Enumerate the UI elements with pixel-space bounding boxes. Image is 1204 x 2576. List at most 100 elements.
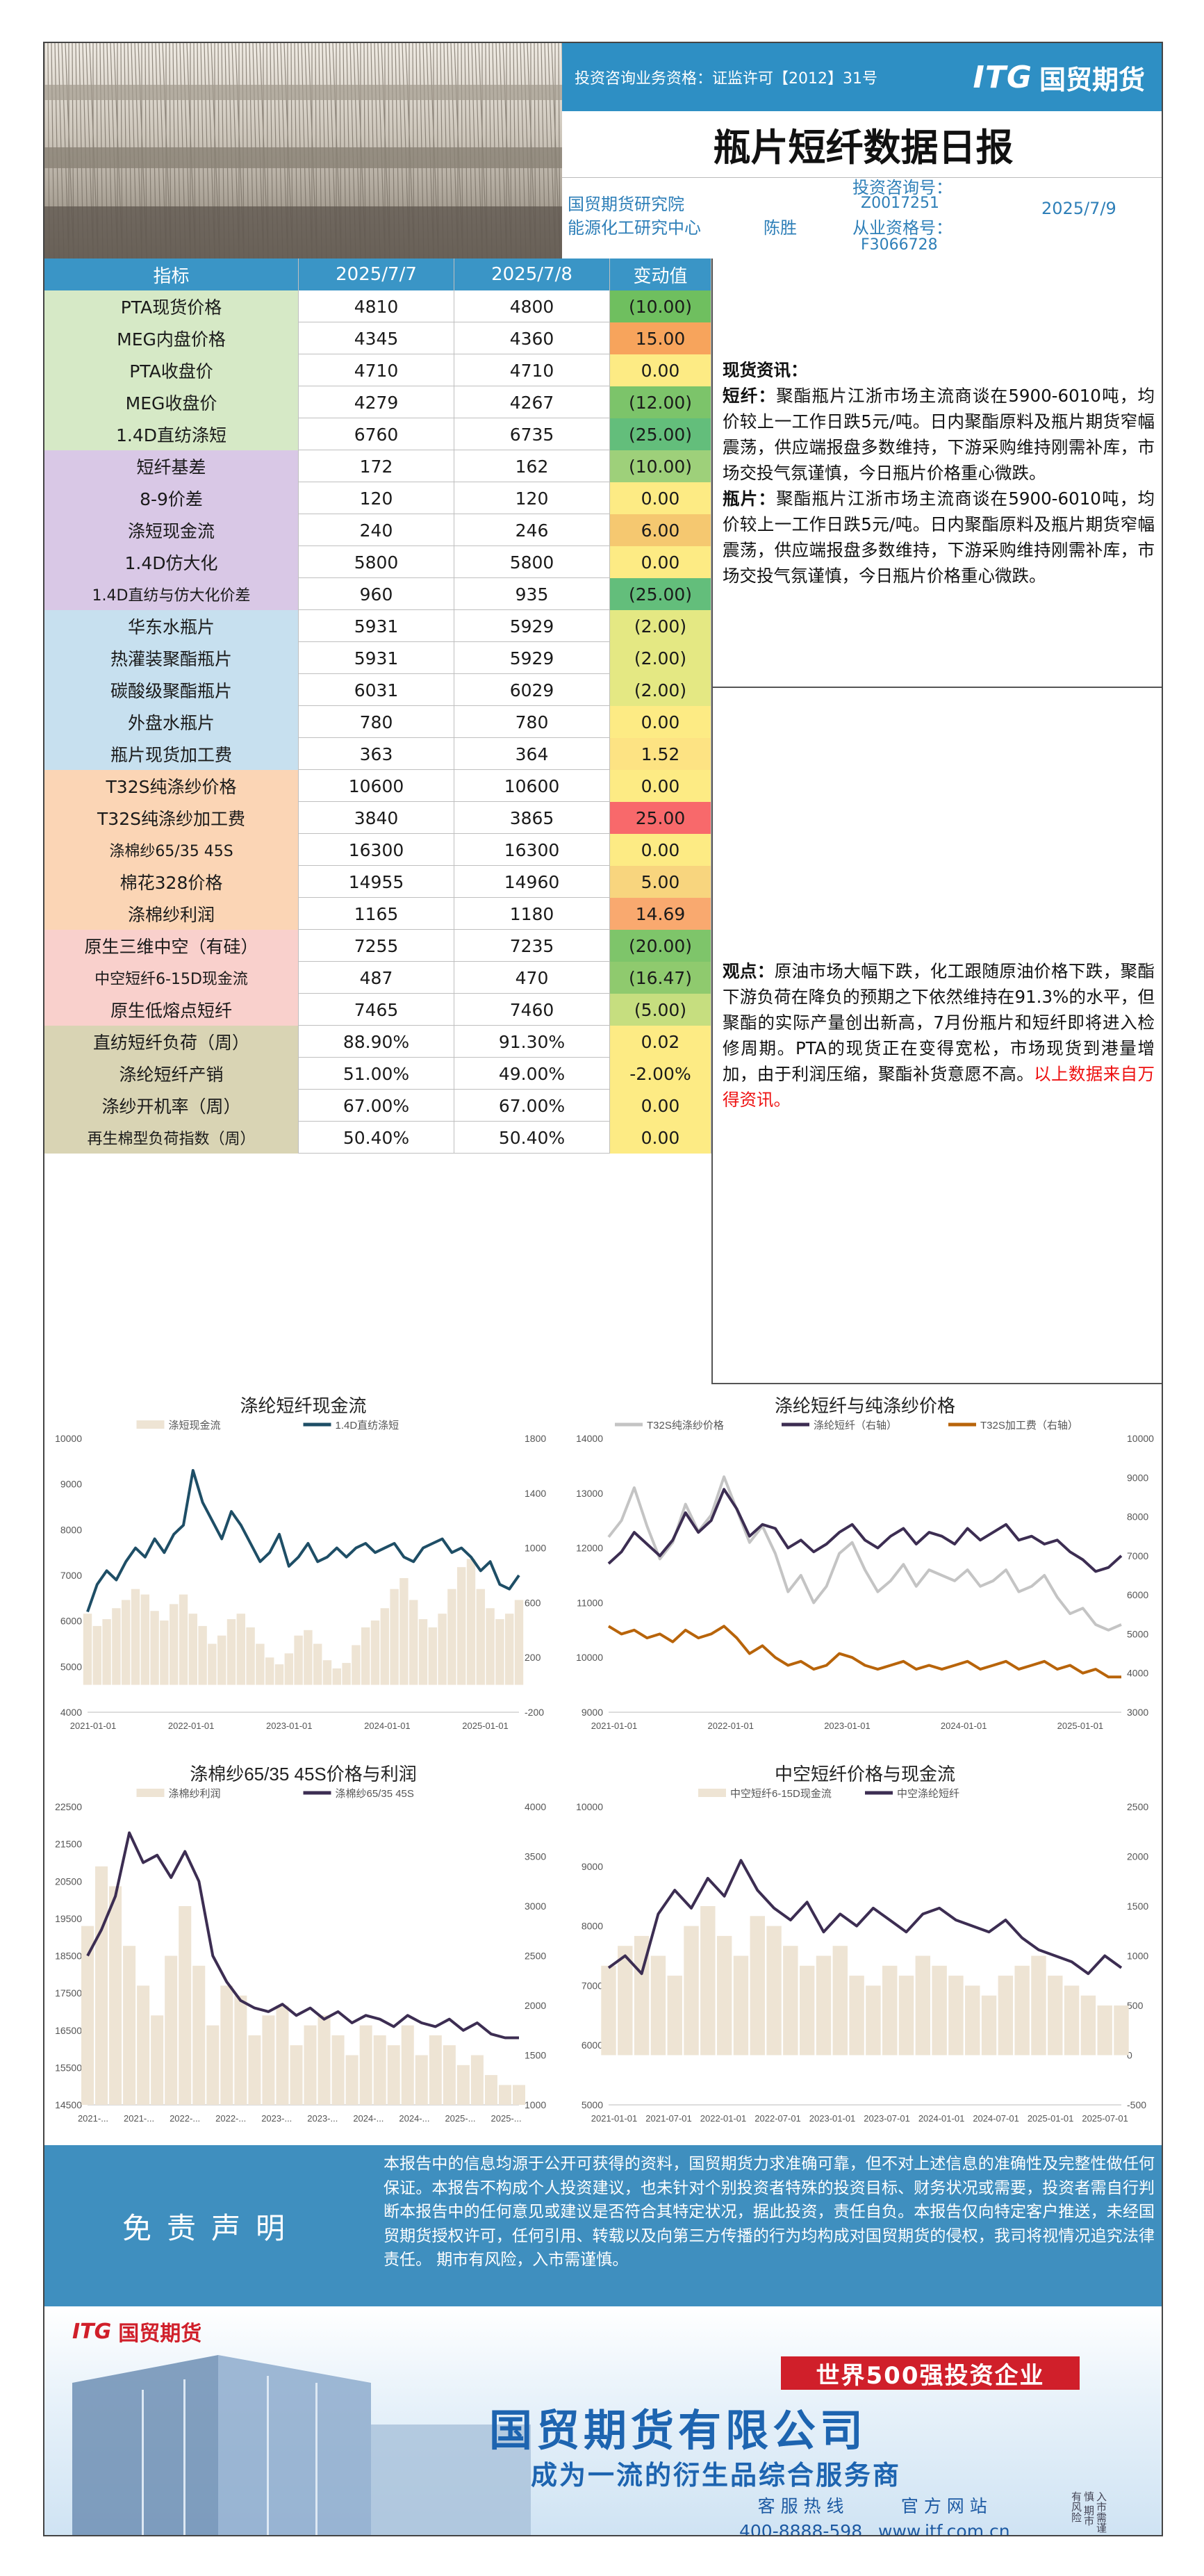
header-info: 国贸期货研究院 能源化工研究中心 陈胜 投资咨询号： Z0017251 从业资格…: [562, 178, 1162, 259]
change-value: (2.00): [610, 642, 711, 674]
area-bar: [1114, 2005, 1129, 2056]
y-tick-right: -500: [1127, 2099, 1146, 2110]
area-bar: [121, 1600, 131, 1685]
table-row: 中空短纤6-15D现金流 487 470 (16.47): [44, 962, 711, 994]
value-day2: 4710: [454, 354, 610, 386]
y-tick-right: 500: [1127, 2000, 1144, 2011]
change-value: 1.52: [610, 738, 711, 770]
y-tick-right: 5000: [1127, 1628, 1148, 1639]
area-bar: [898, 1976, 914, 2056]
change-value: 0.00: [610, 1090, 711, 1122]
value-day2: 4800: [454, 290, 610, 322]
area-bar: [981, 1995, 997, 2056]
indicator-name: 涤短现金流: [44, 514, 299, 546]
change-value: 0.00: [610, 546, 711, 578]
area-bar: [359, 2025, 372, 2105]
y-tick-right: 2000: [525, 2000, 546, 2011]
data-source-note: 以上数据来自万得资讯。: [723, 1064, 1155, 1110]
series-area: [83, 1559, 524, 1685]
value-day2: 120: [454, 482, 610, 514]
chart-title: 中空短纤价格与现金流: [775, 1764, 955, 1785]
y-tick-left: 15500: [55, 2062, 82, 2073]
indicator-name: 热灌装聚酯瓶片: [44, 642, 299, 674]
area-bar: [331, 2035, 345, 2105]
y-tick-right: 1000: [1127, 1951, 1148, 1962]
y-tick-right: 3000: [1127, 1707, 1148, 1718]
chart-staple-cashflow: 涤纶短纤现金流 涤短现金流 1.4D直纺涤短 4000 5000 6000 7000 8000…: [44, 1384, 562, 1753]
area-bar: [733, 1955, 749, 2056]
area-bar: [150, 1611, 159, 1685]
table-row: 1.4D直纺涤短 6760 6735 (25.00): [44, 418, 711, 450]
area-bar: [81, 1926, 94, 2105]
indicator-name: 外盘水瓶片: [44, 706, 299, 738]
area-bar: [401, 2025, 414, 2105]
area-bar: [428, 1627, 438, 1685]
change-value: 25.00: [610, 802, 711, 834]
y-tick-left: 22500: [55, 1801, 82, 1812]
area-bar: [265, 1657, 274, 1685]
legend-entry: 中空涤纶短纤: [865, 1788, 959, 1800]
value-day1: 7255: [299, 930, 454, 962]
value-day1: 487: [299, 962, 454, 994]
y-tick-left: 10000: [55, 1433, 82, 1444]
series-line: [607, 1488, 1123, 1573]
y-tick-left: 6000: [60, 1616, 82, 1627]
indicator-name: 8-9价差: [44, 482, 299, 514]
table-header-row: 指标 2025/7/7 2025/7/8 变动值: [44, 259, 711, 290]
y-tick-right: 2500: [1127, 1801, 1148, 1812]
area-bar: [188, 1614, 198, 1685]
value-day1: 7465: [299, 994, 454, 1026]
value-day1: 50.40%: [299, 1122, 454, 1154]
indicator-name: 直纺短纤负荷（周）: [44, 1026, 299, 1058]
table-row: 1.4D仿大化 5800 5800 0.00: [44, 546, 711, 578]
value-day2: 5929: [454, 610, 610, 642]
table-row: 碳酸级聚酯瓶片 6031 6029 (2.00): [44, 674, 711, 706]
area-bar: [387, 2045, 400, 2105]
area-bar: [276, 2005, 289, 2105]
area-bar: [246, 1627, 255, 1685]
legend-entry: 涤棉纱65/35 45S: [303, 1788, 414, 1800]
change-value: (2.00): [610, 674, 711, 706]
area-bar: [932, 1965, 947, 2056]
indicator-name: MEG内盘价格: [44, 322, 299, 354]
change-value: 0.00: [610, 834, 711, 866]
indicator-name: 涤纶短纤产销: [44, 1058, 299, 1090]
y-tick-right: 600: [525, 1597, 541, 1608]
chart-title: 涤纶短纤现金流: [240, 1395, 366, 1416]
value-day2: 5800: [454, 546, 610, 578]
y-tick-left: 9000: [60, 1479, 82, 1490]
value-day2: 246: [454, 514, 610, 546]
change-value: 0.00: [610, 706, 711, 738]
y-tick-left: 6000: [582, 2040, 603, 2051]
y-tick-left: 5000: [582, 2099, 603, 2110]
area-bar: [92, 1625, 102, 1685]
x-tick: 2025-01-01: [1028, 2113, 1074, 2124]
value-day2: 50.40%: [454, 1122, 610, 1154]
value-day1: 6760: [299, 418, 454, 450]
report-title: 瓶片短纤数据日报: [562, 111, 1162, 178]
area-bar: [1048, 1976, 1063, 2056]
change-value: 14.69: [610, 898, 711, 930]
chart-staple-vs-yarn-svg: 涤纶短纤与纯涤纱价格 T32S纯涤纱价格 涤纶短纤（右轴） T32S加工费（右轴） 90…: [576, 1395, 1154, 1731]
change-value: (10.00): [610, 450, 711, 482]
indicator-name: MEG收盘价: [44, 386, 299, 418]
x-tick: 2021-01-01: [70, 1721, 117, 1731]
table-row: MEG内盘价格 4345 4360 15.00: [44, 322, 711, 354]
x-tick: 2023-01-01: [266, 1721, 313, 1731]
change-value: (12.00): [610, 386, 711, 418]
legend-swatch: [136, 1420, 165, 1429]
indicator-name: 华东水瓶片: [44, 610, 299, 642]
indicator-name: 碳酸级聚酯瓶片: [44, 674, 299, 706]
value-day1: 4710: [299, 354, 454, 386]
indicator-name: 涤棉纱利润: [44, 898, 299, 930]
value-day1: 16300: [299, 834, 454, 866]
area-bar: [234, 1995, 247, 2105]
view-label: 观点：: [723, 961, 775, 981]
y-tick-right: 1400: [525, 1488, 546, 1499]
area-bar: [256, 1643, 265, 1685]
consult-number: Z0017251: [861, 195, 940, 212]
y-tick-left: 7000: [582, 1980, 603, 1991]
series-line: [86, 1469, 520, 1613]
area-bar: [95, 1866, 108, 2105]
fortune500-badge: 世界500强投资企业: [781, 2356, 1080, 2390]
